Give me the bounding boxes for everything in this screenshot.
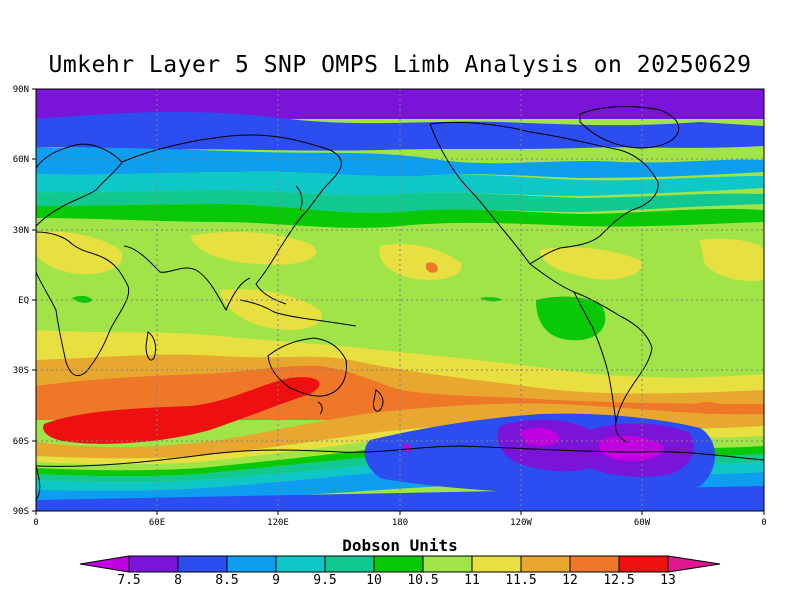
- colorbar-tick-label: 8.5: [215, 573, 238, 588]
- band-s-125: [43, 377, 320, 444]
- colorbar-swatch-5: [324, 555, 375, 573]
- colorbar-tick-label: 12: [562, 573, 578, 588]
- colorbar-swatch-8: [471, 555, 522, 573]
- lon-label-0-left: 0: [33, 518, 38, 528]
- colorbar: [79, 555, 721, 573]
- colorbar-tick-label: 13: [660, 573, 676, 588]
- lon-label-180: 180: [392, 518, 408, 528]
- colorbar-title: Dobson Units: [342, 536, 458, 555]
- band-n-95: [36, 190, 764, 213]
- colorbar-tick-label: 12.5: [603, 573, 634, 588]
- colorbar-tick-label: 10: [366, 573, 382, 588]
- lon-label-60w: 60W: [634, 518, 651, 528]
- colorbar-swatch-11: [618, 555, 669, 573]
- colorbar-tick-label: 9.5: [313, 573, 336, 588]
- lat-label-60s: 60S: [13, 437, 29, 447]
- lat-label-eq: EQ: [18, 296, 29, 306]
- colorbar-tick-label: 11.5: [505, 573, 536, 588]
- colorbar-swatch-1: [128, 555, 179, 573]
- colorbar-swatch-6: [373, 555, 424, 573]
- tick-marks: [32, 88, 765, 515]
- lat-label-30s: 30S: [13, 366, 29, 376]
- colorbar-tick-label: 7.5: [117, 573, 140, 588]
- band-n-9: [36, 171, 764, 196]
- lon-label-120w: 120W: [510, 518, 532, 528]
- colorbar-tick-label: 11: [464, 573, 480, 588]
- lat-label-30n: 30N: [13, 226, 29, 236]
- lat-label-90n: 90N: [13, 85, 29, 95]
- colorbar-tick-label: 10.5: [407, 573, 438, 588]
- lat-label-60n: 60N: [13, 155, 29, 165]
- colorbar-high-triangle: [667, 555, 721, 573]
- colorbar-swatch-3: [226, 555, 277, 573]
- colorbar-tick-label: 9: [272, 573, 280, 588]
- band-n-8: [36, 111, 764, 151]
- colorbar-swatch-2: [177, 555, 228, 573]
- lat-label-90s: 90S: [13, 507, 29, 517]
- lon-label-120e: 120E: [267, 518, 289, 528]
- colorbar-low-triangle: [79, 555, 130, 573]
- colorbar-swatch-9: [520, 555, 571, 573]
- colorbar-swatch-10: [569, 555, 620, 573]
- colorbar-swatch-4: [275, 555, 326, 573]
- lon-label-0-right: 0: [761, 518, 766, 528]
- contour-field: [36, 89, 764, 511]
- colorbar-tick-label: 8: [174, 573, 182, 588]
- grid-lines: [36, 89, 764, 511]
- lon-label-60e: 60E: [149, 518, 165, 528]
- colorbar-swatch-7: [422, 555, 473, 573]
- band-n-85: [36, 147, 764, 178]
- map-title: Umkehr Layer 5 SNP OMPS Limb Analysis on…: [48, 52, 752, 78]
